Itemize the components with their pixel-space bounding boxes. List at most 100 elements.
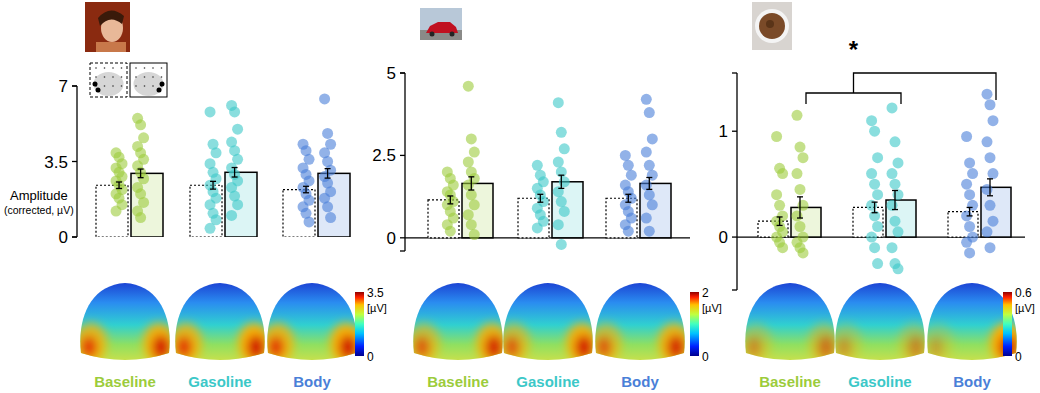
subject-point <box>644 189 655 200</box>
error-cap <box>447 203 453 204</box>
subject-point <box>445 226 456 237</box>
error-cap <box>116 188 122 189</box>
error-line <box>989 179 990 196</box>
blob <box>504 336 520 358</box>
topomap-bg <box>830 280 930 370</box>
subject-point <box>644 160 655 171</box>
subject-point <box>556 166 567 177</box>
subject-point <box>559 206 570 217</box>
error-line <box>118 182 119 188</box>
panel: 01*BaselineGasolineBody00.6[µV] <box>719 36 1035 390</box>
subject-point <box>559 143 570 154</box>
category-label: Body <box>621 373 659 390</box>
significance-label: * <box>849 36 859 63</box>
subject-point <box>532 160 543 171</box>
category-label: Baseline <box>759 373 821 390</box>
axis-end <box>72 85 77 86</box>
colorbar-tick-label: 0 <box>1015 350 1022 364</box>
photo-bg <box>420 8 462 40</box>
blob <box>596 336 612 358</box>
blob <box>75 323 107 363</box>
error-bar <box>892 190 898 209</box>
subject-point <box>982 136 993 147</box>
subject-point <box>967 168 978 179</box>
blob <box>498 323 530 363</box>
error-line <box>969 207 970 215</box>
error-cap <box>987 178 993 179</box>
topomap-fill <box>740 280 840 370</box>
inset-head <box>94 72 124 96</box>
subject-point <box>890 136 901 147</box>
subject-point <box>798 247 809 258</box>
subject-point <box>325 212 336 223</box>
blob <box>408 323 440 363</box>
topomap <box>262 280 362 370</box>
subject-point <box>982 89 993 100</box>
error-bar <box>987 179 993 196</box>
blob <box>485 335 503 359</box>
y-tick-label: 1 <box>719 122 728 141</box>
topomap-fill <box>830 280 930 370</box>
electrode <box>152 85 154 87</box>
electrode <box>135 67 137 69</box>
error-line <box>140 169 141 178</box>
y-tick-label: 3.5 <box>44 153 68 172</box>
electrode <box>104 67 106 69</box>
topomap-fill <box>408 280 508 370</box>
blob <box>414 336 430 358</box>
electrode <box>144 67 146 69</box>
subject-point <box>232 199 243 210</box>
y-tick <box>732 236 737 237</box>
subject-point <box>623 160 634 171</box>
error-cap <box>232 176 238 177</box>
error-bar <box>303 186 309 192</box>
blob <box>836 336 852 358</box>
electrode <box>152 76 154 78</box>
blob <box>898 323 930 363</box>
subject-point <box>620 150 631 161</box>
photo-bg <box>85 2 130 52</box>
error-cap <box>872 212 878 213</box>
error-bar <box>325 169 331 178</box>
blob <box>476 323 508 363</box>
subject-point <box>887 242 898 253</box>
electrode-selected <box>96 88 101 93</box>
y-label: Amplitude <box>10 188 68 203</box>
y-tick <box>72 236 77 237</box>
error-cap <box>447 195 453 196</box>
bar <box>283 190 315 237</box>
subject-point <box>304 216 315 227</box>
subject-point <box>872 152 883 163</box>
category-label: Body <box>953 373 991 390</box>
error-cap <box>967 215 973 216</box>
topomap-blobs <box>740 323 840 363</box>
inset-box <box>90 63 127 97</box>
error-bar <box>646 177 652 189</box>
plot-area <box>758 89 1011 275</box>
error-line <box>799 197 800 218</box>
subject-point <box>322 128 333 139</box>
error-line <box>649 177 650 189</box>
colorbar <box>690 292 699 356</box>
blob <box>566 323 598 363</box>
subject-point <box>872 189 883 200</box>
subject-point <box>771 189 782 200</box>
wheel <box>430 32 435 37</box>
topomap-fill <box>498 280 598 370</box>
error-cap <box>967 207 973 208</box>
electrode <box>161 67 163 69</box>
blob <box>740 323 772 363</box>
error-bar <box>232 168 238 177</box>
axis-end <box>400 72 405 73</box>
subject-point <box>553 97 564 108</box>
blob <box>268 336 284 358</box>
error-bar <box>625 194 631 202</box>
subject-point <box>232 124 243 135</box>
y-tick <box>72 85 77 86</box>
category-label: Baseline <box>94 373 156 390</box>
bar <box>190 185 222 237</box>
error-bar <box>447 196 453 204</box>
blob <box>247 335 265 359</box>
error-bar <box>468 177 474 190</box>
subject-point <box>792 168 803 179</box>
